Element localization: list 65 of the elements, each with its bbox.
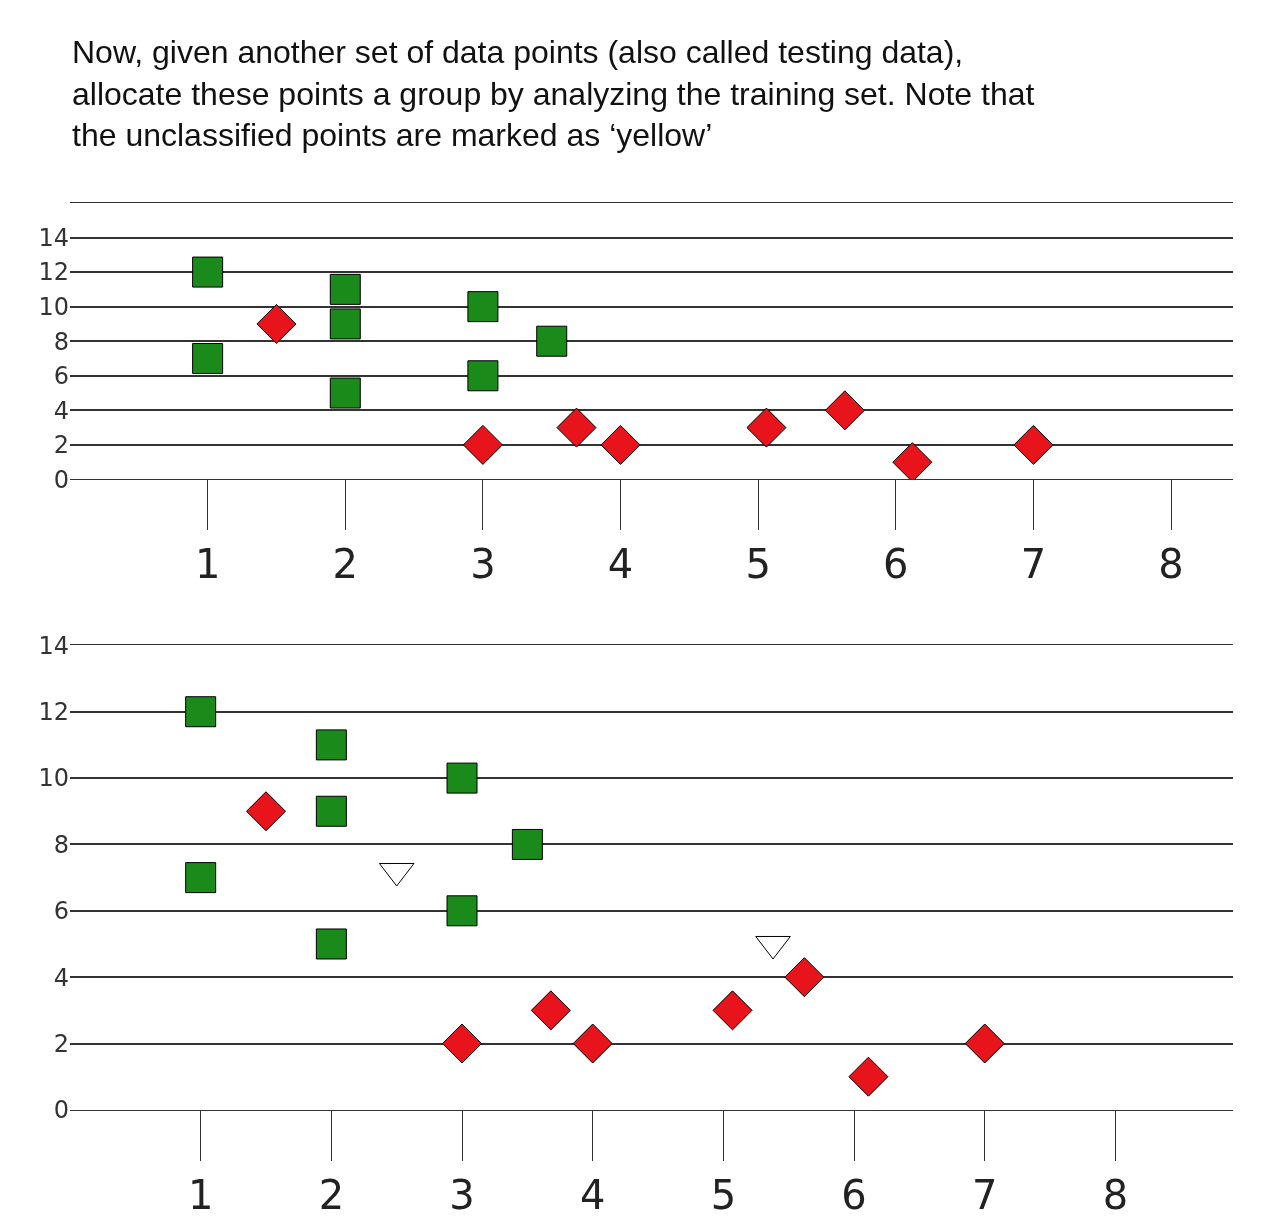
point — [536, 325, 568, 357]
y-tick-label: 12 — [38, 258, 69, 287]
point — [1013, 424, 1054, 465]
y-tick-label: 12 — [38, 698, 69, 727]
y-tick-label: 0 — [53, 1096, 69, 1125]
point — [315, 928, 347, 960]
point — [892, 442, 933, 480]
point — [964, 1023, 1005, 1064]
x-tick-label: 2 — [332, 541, 358, 588]
point — [185, 696, 217, 728]
x-tick-label: 3 — [470, 541, 496, 588]
point — [600, 424, 641, 465]
point — [329, 273, 361, 305]
point — [315, 795, 347, 827]
x-tick-label: 8 — [1158, 541, 1184, 588]
x-tick-label: 7 — [1020, 541, 1047, 588]
x-tick-label: 8 — [1102, 1171, 1129, 1218]
x-tick-label: 7 — [971, 1171, 998, 1218]
point — [192, 256, 224, 288]
point — [712, 990, 753, 1031]
point — [746, 407, 787, 448]
point — [246, 791, 287, 832]
y-tick-label: 0 — [53, 465, 69, 494]
point — [256, 303, 297, 344]
point — [467, 291, 499, 323]
point — [784, 957, 825, 998]
x-tick-label: 3 — [449, 1171, 475, 1218]
point — [446, 762, 478, 794]
point — [572, 1023, 613, 1064]
y-tick-label: 2 — [53, 431, 69, 460]
y-tick-label: 10 — [38, 293, 69, 322]
x-tick-label: 4 — [579, 1171, 606, 1218]
point — [462, 424, 503, 465]
y-tick-label: 8 — [53, 830, 69, 859]
point — [467, 360, 499, 392]
point — [446, 895, 478, 927]
y-tick-label: 14 — [38, 631, 69, 660]
point — [315, 729, 347, 761]
x-tick-label: 6 — [883, 541, 909, 588]
x-tick-label: 2 — [318, 1171, 345, 1218]
y-tick-label: 6 — [53, 897, 69, 926]
point — [329, 308, 361, 340]
y-tick-label: 2 — [53, 1029, 69, 1058]
y-tick-label: 10 — [38, 764, 69, 793]
point — [329, 377, 361, 409]
x-tick-label: 5 — [745, 541, 771, 588]
point — [848, 1056, 889, 1097]
point — [530, 990, 571, 1031]
point — [824, 390, 865, 431]
x-tick-label: 1 — [187, 1171, 214, 1218]
point — [442, 1023, 483, 1064]
text: Now, given another set of data points (also called testing data), allocate these points a group by analyzing the training set. Note that the unclassified points are marked as ‘yellow’ — [72, 34, 1035, 154]
y-tick-label: 4 — [53, 963, 69, 992]
y-tick-label: 8 — [53, 327, 69, 356]
point — [556, 407, 597, 448]
x-tick-label: 1 — [194, 541, 221, 588]
y-tick-label: 4 — [53, 396, 69, 425]
point — [185, 862, 217, 894]
point — [192, 342, 224, 374]
point — [511, 828, 543, 860]
y-tick-label: 14 — [38, 223, 69, 252]
y-tick-label: 6 — [53, 362, 69, 391]
x-tick-label: 6 — [841, 1171, 867, 1218]
x-tick-label: 4 — [607, 541, 634, 588]
x-tick-label: 5 — [710, 1171, 737, 1218]
